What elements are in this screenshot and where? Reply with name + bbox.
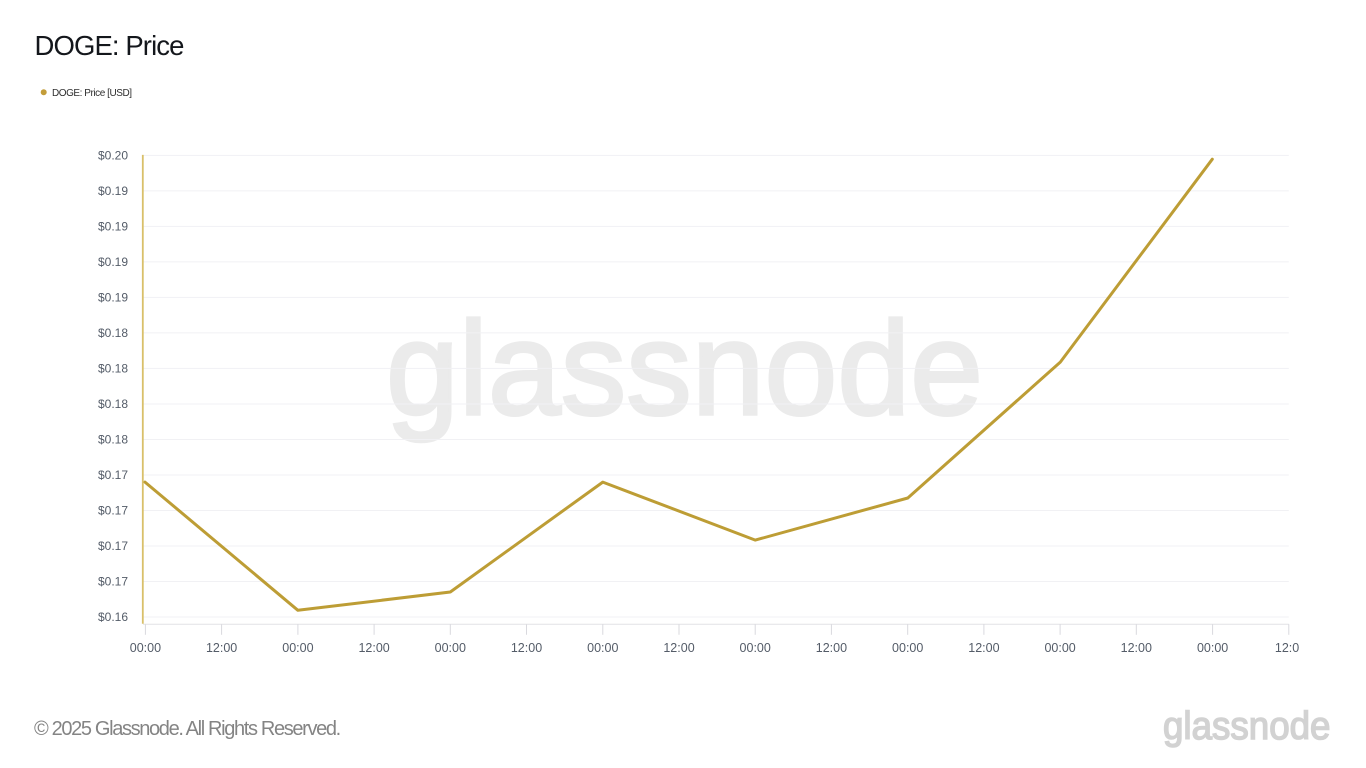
svg-text:12:00: 12:00	[1121, 641, 1152, 655]
svg-text:DOGE: Price [USD]: DOGE: Price [USD]	[52, 88, 132, 99]
svg-text:12:00: 12:00	[968, 641, 999, 655]
svg-text:DOGE: Price: DOGE: Price	[35, 30, 185, 61]
svg-text:glassnode: glassnode	[1163, 705, 1331, 748]
svg-text:$0.17: $0.17	[98, 575, 128, 589]
svg-text:12:00: 12:00	[816, 641, 847, 655]
svg-text:$0.17: $0.17	[98, 539, 128, 553]
svg-text:© 2025 Glassnode. All Rights R: © 2025 Glassnode. All Rights Reserved.	[34, 718, 340, 740]
svg-text:00:00: 00:00	[740, 641, 771, 655]
svg-text:$0.19: $0.19	[98, 291, 128, 305]
svg-text:$0.19: $0.19	[98, 255, 128, 269]
svg-text:00:00: 00:00	[130, 641, 161, 655]
svg-text:00:00: 00:00	[435, 641, 466, 655]
svg-text:$0.18: $0.18	[98, 397, 128, 411]
svg-text:00:00: 00:00	[282, 641, 313, 655]
svg-text:00:00: 00:00	[587, 641, 618, 655]
svg-text:$0.18: $0.18	[98, 326, 128, 340]
svg-text:12:0: 12:0	[1275, 641, 1299, 655]
svg-text:00:00: 00:00	[892, 641, 923, 655]
svg-text:$0.18: $0.18	[98, 433, 128, 447]
svg-text:$0.16: $0.16	[98, 610, 128, 624]
svg-text:12:00: 12:00	[663, 641, 694, 655]
svg-text:00:00: 00:00	[1197, 641, 1228, 655]
svg-text:$0.19: $0.19	[98, 184, 128, 198]
svg-text:12:00: 12:00	[358, 641, 389, 655]
svg-text:00:00: 00:00	[1044, 641, 1075, 655]
svg-text:$0.18: $0.18	[98, 362, 128, 376]
svg-text:12:00: 12:00	[511, 641, 542, 655]
svg-text:$0.20: $0.20	[98, 149, 128, 163]
svg-text:$0.17: $0.17	[98, 504, 128, 518]
svg-text:12:00: 12:00	[206, 641, 237, 655]
svg-text:glassnode: glassnode	[386, 295, 983, 443]
svg-text:$0.17: $0.17	[98, 468, 128, 482]
svg-text:$0.19: $0.19	[98, 220, 128, 234]
